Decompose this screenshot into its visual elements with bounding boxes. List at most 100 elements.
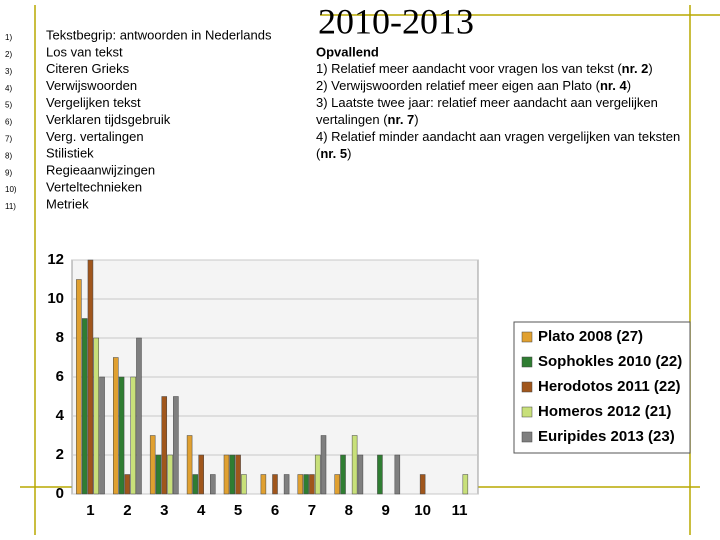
list-number: 11) [5, 202, 16, 211]
list-number: 10) [5, 185, 17, 194]
bar [235, 454, 241, 495]
bar [462, 474, 469, 495]
note-pre: 4) Relatief minder aandacht aan vragen v… [316, 129, 680, 144]
legend-swatch [521, 331, 533, 343]
bar [192, 474, 199, 495]
y-tick-label: 8 [56, 329, 64, 346]
bar [210, 474, 216, 495]
bar [99, 376, 105, 495]
bar [314, 454, 321, 495]
list-item: Verg. vertalingen [46, 129, 144, 144]
list-item: Tekstbegrip: antwoorden in Nederlands [46, 27, 272, 42]
x-tick-label: 2 [123, 502, 131, 519]
legend-label: Sophokles 2010 (22) [538, 353, 682, 370]
bar [167, 454, 173, 495]
bar [394, 454, 401, 495]
legend-swatch [521, 431, 533, 443]
bar [136, 337, 142, 495]
bar [130, 376, 136, 495]
list-number: 8) [5, 151, 12, 160]
x-tick-label: 9 [382, 502, 390, 519]
x-tick-label: 1 [86, 502, 94, 519]
x-tick-label: 3 [160, 502, 168, 519]
bar [297, 474, 304, 495]
legend-swatch [521, 356, 533, 368]
legend-label: Homeros 2012 (21) [538, 403, 671, 420]
bar [340, 454, 346, 495]
bar [303, 474, 309, 495]
y-tick-label: 10 [47, 290, 64, 307]
list-item: Citeren Grieks [46, 61, 130, 76]
legend-swatch [521, 406, 533, 418]
bar [161, 396, 168, 495]
bar [87, 259, 94, 495]
bar [149, 435, 156, 495]
legend-box [513, 321, 691, 454]
bar [334, 474, 340, 495]
bar [186, 435, 193, 495]
list-item: Regieaanwijzingen [46, 163, 155, 178]
list-number: 9) [5, 168, 12, 177]
x-tick-label: 6 [271, 502, 279, 519]
bar [124, 474, 131, 495]
bar [241, 474, 247, 495]
note-line: 3) Laatste twee jaar: relatief meer aand… [316, 95, 658, 110]
list-number: 7) [5, 135, 12, 144]
list-number: 2) [5, 50, 12, 59]
y-tick-label: 6 [56, 368, 64, 385]
bar [81, 318, 88, 495]
bar [155, 454, 162, 495]
bar [320, 435, 327, 495]
y-tick-label: 2 [56, 446, 64, 463]
y-tick-label: 4 [56, 407, 65, 424]
list-item: Verklaren tijdsgebruik [46, 112, 171, 127]
note-pre: 3) Laatste twee jaar: relatief meer aand… [316, 95, 658, 110]
list-number: 5) [5, 101, 12, 110]
list-number: 1) [5, 33, 12, 42]
y-tick-label: 12 [47, 251, 64, 268]
note-line: 2) Verwijswoorden relatief meer eigen aa… [316, 78, 631, 93]
list-item: Los van tekst [46, 44, 123, 59]
legend-label: Euripides 2013 (23) [538, 428, 675, 445]
bar [93, 337, 100, 495]
note-bold: nr. 2 [622, 61, 649, 76]
note-post: ) [347, 146, 351, 161]
note-post: ) [627, 78, 631, 93]
legend-swatch [521, 381, 533, 393]
bar [76, 279, 82, 495]
bar [283, 474, 290, 495]
legend-label: Plato 2008 (27) [538, 328, 643, 345]
note-line: 4) Relatief minder aandacht aan vragen v… [316, 129, 680, 144]
note-bold: nr. 7 [388, 112, 415, 127]
note-line: (nr. 5) [316, 146, 351, 161]
note-post: ) [648, 61, 652, 76]
x-tick-label: 11 [452, 502, 468, 519]
x-tick-label: 5 [234, 502, 242, 519]
bar [173, 396, 179, 495]
list-number: 3) [5, 67, 12, 76]
heading: 2010-2013 [318, 1, 474, 41]
list-item: Metriek [46, 196, 89, 211]
note-line: 1) Relatief meer aandacht voor vragen lo… [316, 61, 653, 76]
bar [229, 454, 236, 495]
note-pre: ( [316, 146, 321, 161]
note-pre: 2) Verwijswoorden relatief meer eigen aa… [316, 78, 601, 93]
x-tick-label: 8 [345, 502, 353, 519]
bar [351, 435, 358, 495]
list-item: Vergelijken tekst [46, 95, 141, 110]
note-line: vertalingen (nr. 7) [316, 112, 419, 127]
legend-label: Herodotos 2011 (22) [538, 378, 681, 395]
bar [260, 474, 267, 495]
bar [118, 376, 125, 495]
x-tick-label: 4 [197, 502, 206, 519]
y-tick-label: 0 [56, 485, 64, 502]
bar [223, 454, 230, 495]
list-number: 6) [5, 118, 12, 127]
list-number: 4) [5, 84, 12, 93]
bar [357, 454, 364, 495]
list-item: Verwijswoorden [46, 78, 137, 93]
note-pre: 1) Relatief meer aandacht voor vragen lo… [316, 61, 622, 76]
notes-title: Opvallend [316, 44, 379, 59]
bar [113, 357, 119, 495]
